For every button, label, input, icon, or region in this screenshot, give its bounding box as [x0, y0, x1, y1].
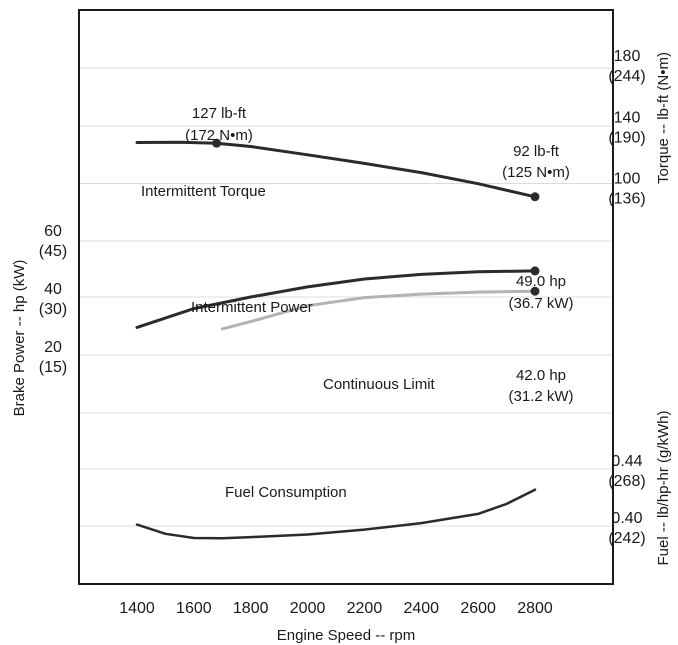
- left-tick-label: (30): [39, 301, 67, 318]
- right-torque-tick-label: (190): [608, 129, 645, 146]
- intermittent-torque-line: [135, 140, 537, 199]
- annotation-point: [530, 192, 540, 202]
- annotation-label: 42.0 hp: [516, 367, 566, 384]
- right-fuel-tick-label: 0.40: [611, 510, 642, 527]
- grid-lines: [79, 67, 613, 527]
- annotation-label: 49.0 hp: [516, 273, 566, 290]
- right-torque-tick-label: 180: [614, 48, 641, 65]
- right-fuel-tick-label: 0.44: [611, 453, 642, 470]
- annotation-point: [530, 266, 540, 276]
- x-tick-label: 2200: [347, 600, 383, 617]
- annotation-point: [530, 286, 540, 296]
- series-label: Fuel Consumption: [225, 484, 347, 501]
- intermittent-power-line: [135, 269, 537, 329]
- left-axis-label: Brake Power -- hp (kW): [11, 260, 28, 417]
- right-torque-tick-label: 100: [614, 171, 641, 188]
- plot-frame: [78, 9, 614, 585]
- x-tick-label: 1400: [119, 600, 155, 617]
- right-fuel-tick-label: (268): [608, 473, 645, 490]
- left-tick-label: (45): [39, 243, 67, 260]
- right-fuel-axis-label: Fuel -- lb/hp-hr (g/kWh): [655, 410, 672, 565]
- x-tick-label: 2800: [517, 600, 553, 617]
- right-torque-tick-label: (136): [608, 191, 645, 208]
- left-tick-label: 20: [44, 339, 62, 356]
- right-torque-tick-label: (244): [608, 68, 645, 85]
- annotation-label: 127 lb-ft: [192, 105, 247, 122]
- x-tick-label: 2600: [460, 600, 496, 617]
- annotation-label: (172 N•m): [185, 127, 253, 144]
- fuel-consumption-line: [135, 488, 537, 540]
- right-torque-tick-label: 140: [614, 109, 641, 126]
- x-tick-label: 2000: [290, 600, 326, 617]
- chart-labels: 127 lb-ft (172 N•m) 92 lb-ft (125 N•m) 49.0 …: [11, 48, 672, 644]
- annotation-points: [212, 138, 540, 296]
- x-tick-label: 1600: [176, 600, 212, 617]
- left-tick-label: (15): [39, 359, 67, 376]
- series-label: Continuous Limit: [323, 376, 436, 393]
- annotation-label: (36.7 kW): [508, 295, 573, 312]
- annotation-point: [212, 138, 222, 148]
- x-tick-label: 2400: [403, 600, 439, 617]
- series-label: Intermittent Torque: [141, 183, 266, 200]
- left-tick-label: 40: [44, 281, 62, 298]
- continuous-limit-line: [220, 289, 537, 331]
- right-torque-axis-label: Torque -- lb-ft (N•m): [655, 52, 672, 184]
- x-axis-label: Engine Speed -- rpm: [277, 627, 415, 644]
- annotation-label: 92 lb-ft: [513, 143, 560, 160]
- annotation-label: (125 N•m): [502, 164, 570, 181]
- right-fuel-tick-label: (242): [608, 530, 645, 547]
- annotation-label: (31.2 kW): [508, 388, 573, 405]
- series-lines: [135, 140, 537, 540]
- left-tick-label: 60: [44, 223, 62, 240]
- series-label: Intermittent Power: [191, 299, 313, 316]
- x-tick-label: 1800: [233, 600, 269, 617]
